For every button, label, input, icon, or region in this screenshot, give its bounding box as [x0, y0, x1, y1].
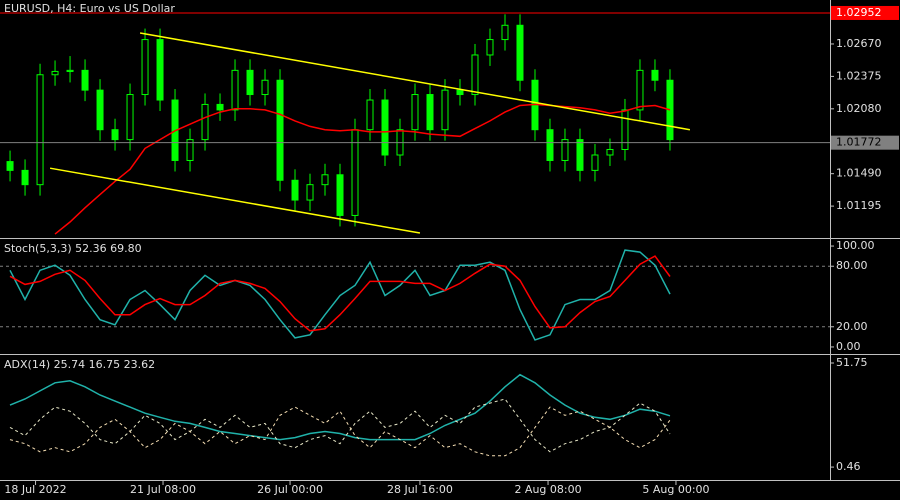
candle-body: [591, 154, 599, 171]
candle-body: [156, 39, 164, 101]
candle-body: [336, 174, 344, 216]
candle-body: [501, 24, 509, 41]
indicator-line: [9, 406, 671, 457]
candle-body: [186, 139, 194, 161]
y-tick-label: 0.46: [836, 460, 861, 473]
candle-body: [81, 69, 89, 91]
candle-body: [246, 69, 254, 96]
candle-body: [51, 70, 59, 76]
panel-title: EURUSD, H4: Euro vs US Dollar: [4, 2, 175, 15]
candle-body: [6, 161, 14, 171]
price-label: 1.01772: [836, 136, 882, 149]
y-tick-label: 1.02670: [836, 37, 882, 50]
trendline: [139, 32, 691, 131]
candle-body: [621, 109, 629, 150]
candle-body: [411, 94, 419, 131]
candle-body: [651, 69, 659, 81]
candle-body: [126, 94, 134, 141]
indicator-line: [9, 373, 671, 441]
candle-body: [21, 169, 29, 186]
candle-body: [96, 89, 104, 131]
price-label-box: [831, 5, 899, 20]
x-tick-label: 21 Jul 08:00: [130, 483, 196, 496]
candle-body: [36, 74, 44, 186]
candle-body: [291, 179, 299, 201]
candle-body: [546, 129, 554, 161]
x-tick-label: 5 Aug 00:00: [642, 483, 709, 496]
indicator-line: [9, 398, 671, 453]
price-label: 1.02952: [836, 6, 882, 19]
candle-body: [471, 54, 479, 96]
panel-title: Stoch(5,3,3) 52.36 69.80: [4, 242, 142, 255]
x-tick-label: 28 Jul 16:00: [387, 483, 453, 496]
candle-body: [201, 103, 209, 141]
x-tick-label: 18 Jul 2022: [4, 483, 66, 496]
candle-body: [306, 184, 314, 201]
candle-body: [606, 148, 614, 156]
candle-body: [456, 89, 464, 96]
y-tick-label: 0.00: [836, 340, 861, 353]
y-tick-label: 1.01490: [836, 167, 882, 180]
candle-body: [576, 139, 584, 171]
x-tick-label: 2 Aug 08:00: [514, 483, 581, 496]
x-tick-label: 26 Jul 00:00: [257, 483, 323, 496]
indicator-line: [9, 249, 671, 341]
candle-body: [111, 129, 119, 141]
candle-body: [66, 69, 74, 72]
panel-title: ADX(14) 25.74 16.75 23.62: [4, 358, 155, 371]
y-tick-label: 100.00: [836, 239, 875, 252]
candle-body: [216, 103, 224, 111]
moving-average: [54, 103, 671, 235]
y-tick-label: 80.00: [836, 259, 868, 272]
y-tick-label: 1.02375: [836, 69, 882, 82]
candle-body: [561, 139, 569, 161]
indicator-line: [9, 255, 671, 332]
candle-body: [486, 39, 494, 56]
y-tick-label: 1.01195: [836, 199, 882, 212]
candle-body: [366, 99, 374, 131]
candle-body: [441, 89, 449, 131]
candle-body: [261, 79, 269, 96]
candle-body: [276, 79, 284, 181]
candle-body: [516, 24, 524, 81]
candle-body: [141, 39, 149, 96]
candle-body: [426, 94, 434, 131]
candle-body: [636, 69, 644, 111]
trendline: [49, 167, 421, 234]
candle-body: [381, 99, 389, 156]
y-tick-label: 51.75: [836, 356, 868, 369]
price-label-box: [831, 135, 899, 150]
y-tick-label: 1.02080: [836, 102, 882, 115]
y-tick-label: 20.00: [836, 320, 868, 333]
candle-body: [231, 69, 239, 111]
candle-body: [321, 174, 329, 186]
